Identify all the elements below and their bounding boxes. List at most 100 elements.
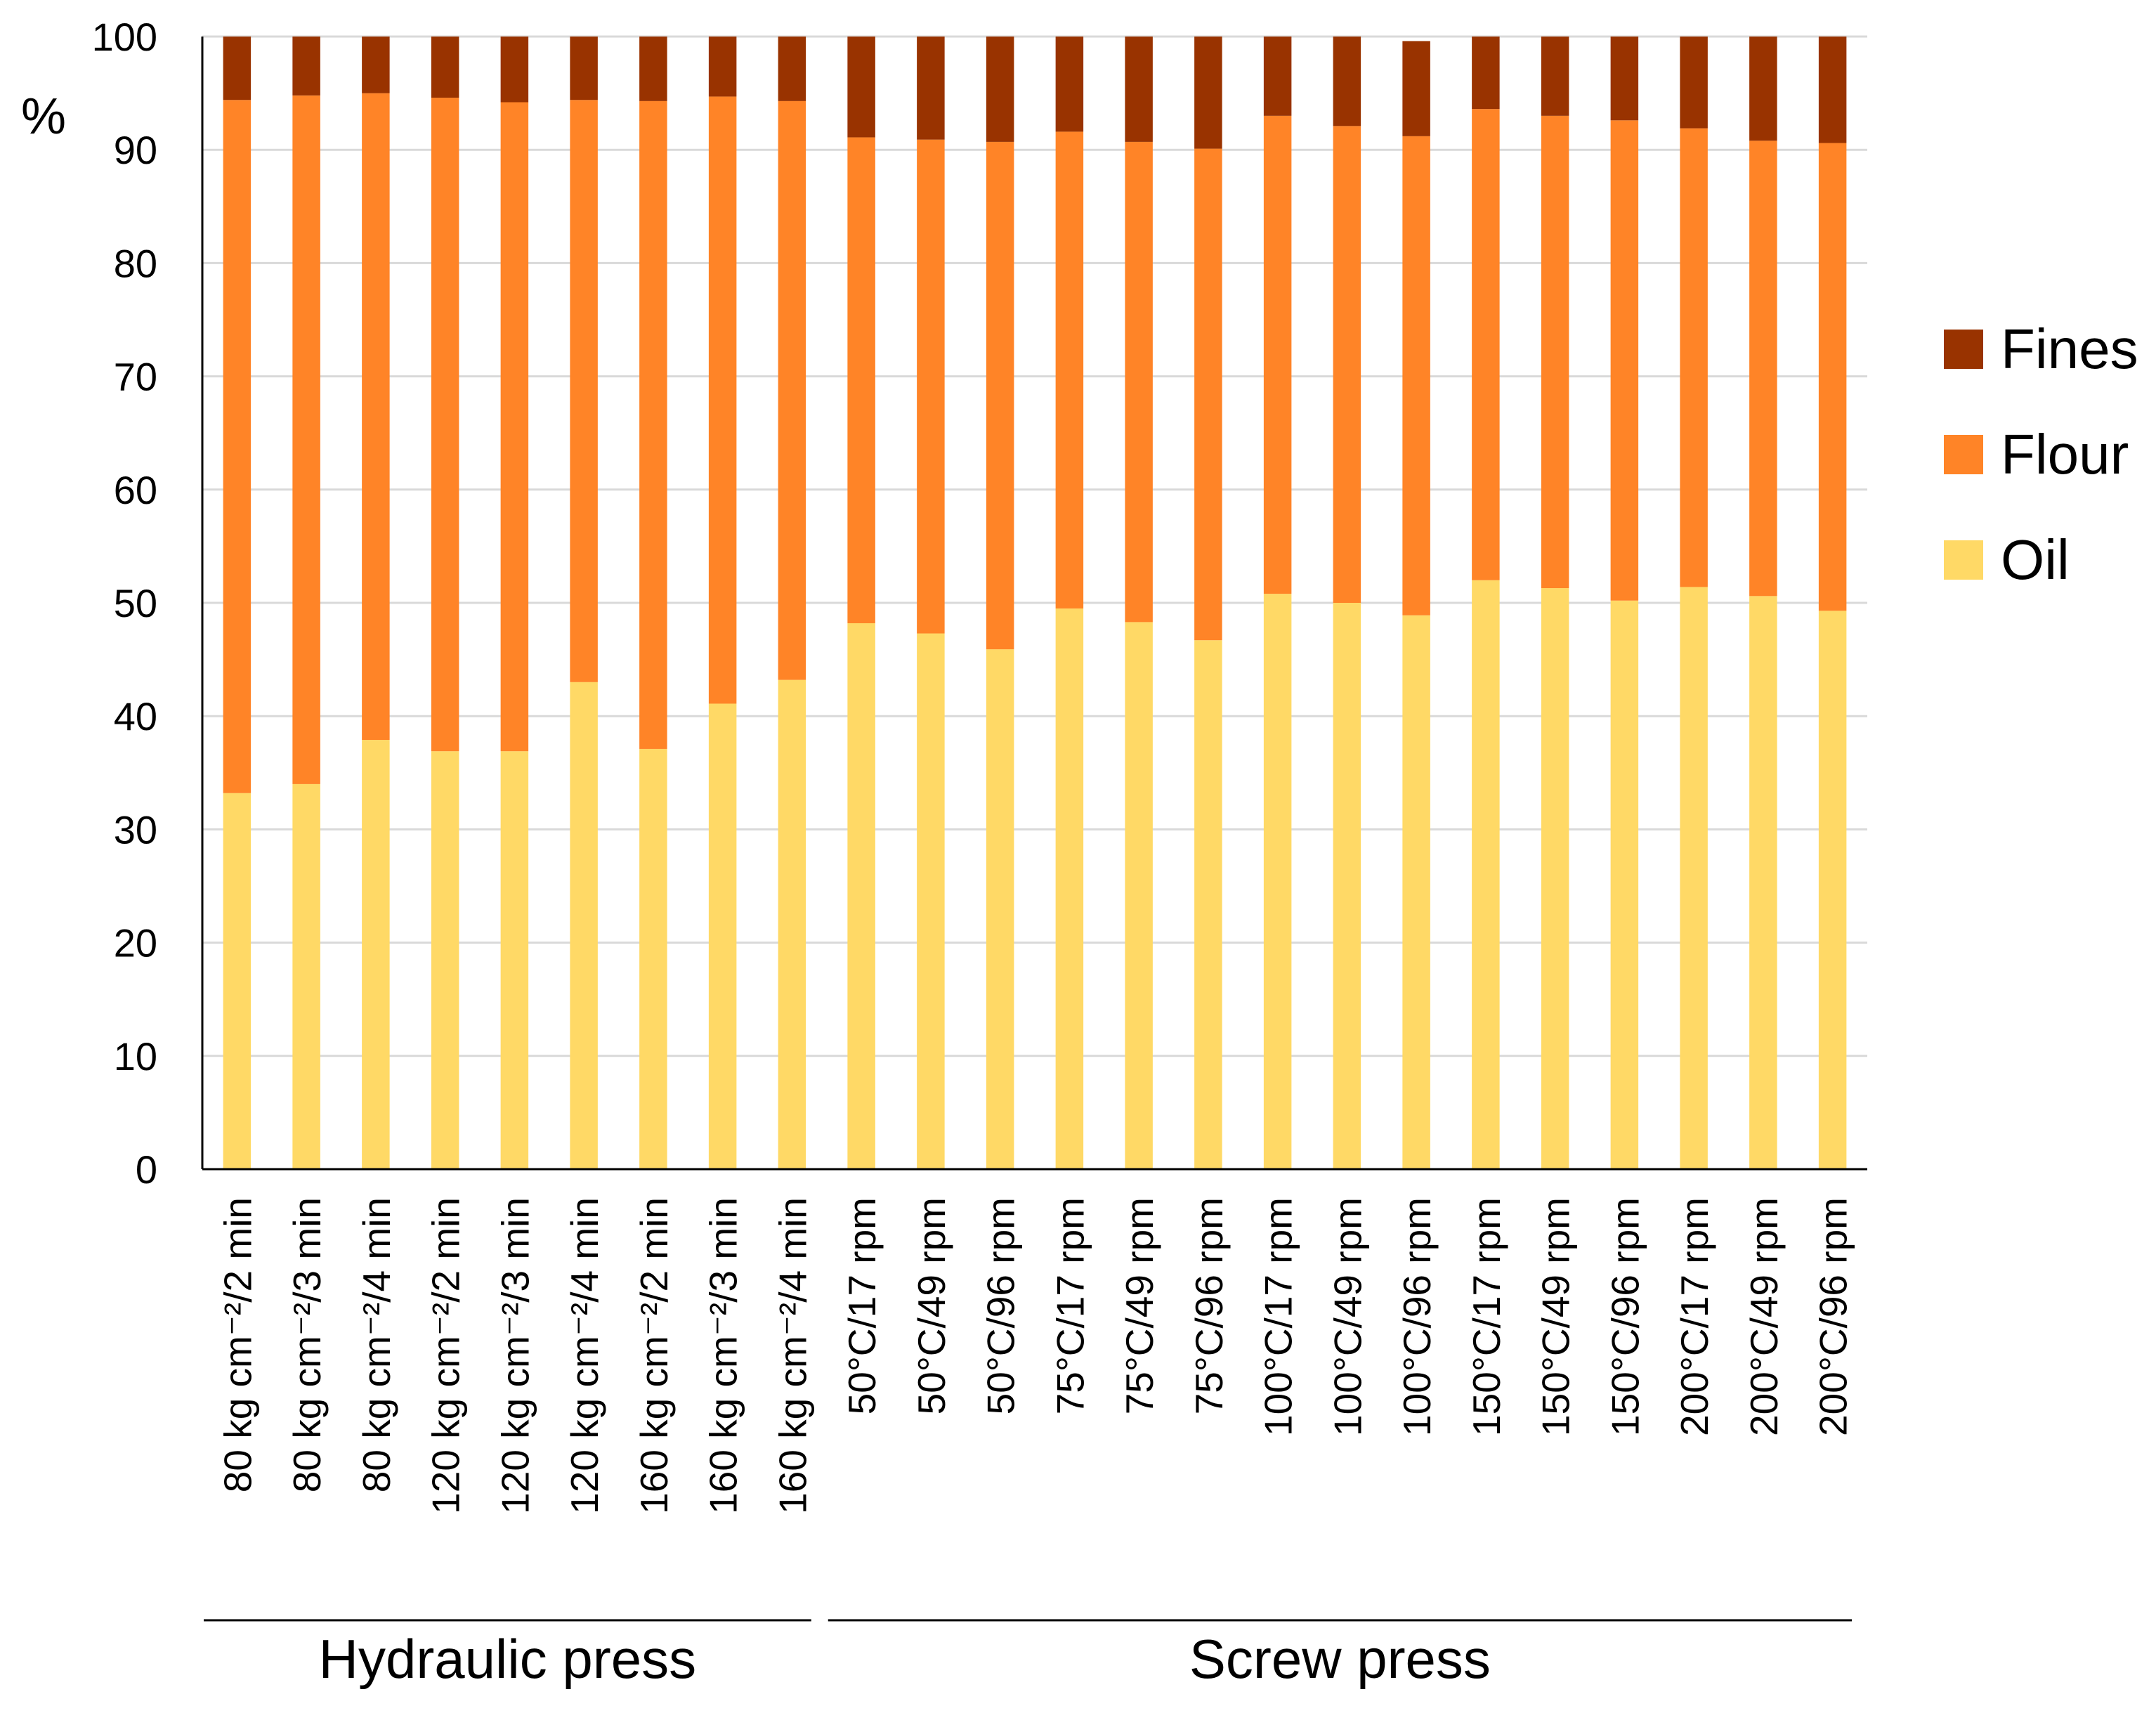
y-tick-label: 50 (114, 581, 157, 625)
bar-segment-flour (223, 100, 251, 793)
bar-segment-oil (1749, 596, 1777, 1169)
bar-segment-oil (1402, 615, 1430, 1169)
bar-segment-fines (1402, 41, 1430, 136)
bar-segment-fines (1541, 37, 1569, 116)
bar-segment-oil (570, 682, 598, 1169)
bar-segment-flour (1818, 143, 1847, 611)
x-tick-label: 100°C/49 rpm (1326, 1197, 1369, 1436)
bar-segment-flour (500, 102, 529, 752)
bar-segment-oil (1194, 640, 1222, 1169)
bar-segment-fines (570, 37, 598, 100)
bar-segment-flour (1055, 131, 1084, 609)
bar-segment-oil (1680, 587, 1708, 1169)
bar-segment-fines (1680, 37, 1708, 129)
bar-segment-fines (431, 37, 459, 98)
x-tick-label: 150°C/96 rpm (1603, 1197, 1647, 1436)
legend-swatch-flour (1944, 435, 1983, 474)
bar-segment-oil (362, 740, 390, 1169)
bar-segment-fines (223, 37, 251, 100)
bar-segment-oil (639, 748, 667, 1169)
bar-segment-oil (1055, 608, 1084, 1169)
bar-segment-flour (1263, 115, 1292, 594)
bar-segment-flour (1125, 141, 1153, 623)
bar-segment-oil (1333, 603, 1361, 1169)
bar-segment-oil (1541, 588, 1569, 1169)
y-tick-label: 90 (114, 128, 157, 172)
y-tick-label: 10 (114, 1034, 157, 1079)
legend-label-flour: Flour (2001, 423, 2129, 486)
x-tick-label: 200°C/49 rpm (1742, 1197, 1786, 1436)
x-tick-label: 50°C/96 rpm (979, 1197, 1023, 1414)
bar-segment-oil (1125, 622, 1153, 1169)
bar-segment-oil (431, 751, 459, 1169)
bar-segment-flour (292, 95, 320, 784)
legend-swatch-oil (1944, 540, 1983, 580)
x-tick-label: 50°C/17 rpm (840, 1197, 884, 1414)
bar-segment-flour (1680, 128, 1708, 587)
bar-segment-fines (1333, 37, 1361, 126)
bar-segment-oil (986, 649, 1014, 1169)
bar-segment-fines (500, 37, 529, 103)
bar-segment-fines (917, 37, 945, 140)
x-tick-label: 200°C/17 rpm (1673, 1197, 1716, 1436)
y-tick-label: 100 (92, 15, 157, 59)
bar-segment-flour (362, 93, 390, 741)
legend-label-oil: Oil (2001, 528, 2070, 591)
bar-segment-flour (639, 100, 667, 749)
y-tick-label: 70 (114, 355, 157, 399)
y-tick-label: 60 (114, 468, 157, 512)
x-tick-label: 75°C/17 rpm (1048, 1197, 1092, 1414)
bar-segment-flour (1333, 126, 1361, 603)
group-label: Hydraulic press (319, 1628, 697, 1690)
x-tick-label: 80 kg cm⁻²/3 min (285, 1197, 329, 1492)
x-tick-label: 75°C/96 rpm (1187, 1197, 1231, 1414)
group-label: Screw press (1189, 1628, 1491, 1690)
bar-segment-flour (708, 96, 737, 704)
bar-segment-fines (1749, 37, 1777, 141)
bar-segment-fines (292, 37, 320, 96)
bar-segment-fines (1818, 37, 1847, 143)
legend-swatch-fines (1944, 330, 1983, 369)
x-tick-label: 160 kg cm⁻²/2 min (632, 1197, 676, 1514)
bar-segment-oil (917, 633, 945, 1169)
x-tick-label: 100°C/96 rpm (1395, 1197, 1439, 1436)
y-tick-label: 80 (114, 241, 157, 285)
y-tick-label: 20 (114, 921, 157, 965)
bar-segment-fines (1194, 37, 1222, 149)
bar-segment-fines (986, 37, 1014, 142)
bar-segment-fines (1055, 37, 1084, 132)
y-tick-label: 30 (114, 807, 157, 852)
bar-segment-fines (708, 37, 737, 97)
bar-segment-flour (986, 141, 1014, 650)
bar-segment-oil (1818, 611, 1847, 1169)
x-tick-label: 120 kg cm⁻²/2 min (424, 1197, 468, 1514)
x-tick-label: 100°C/17 rpm (1257, 1197, 1300, 1436)
x-tick-label: 80 kg cm⁻²/4 min (355, 1197, 398, 1492)
x-tick-label: 150°C/17 rpm (1465, 1197, 1508, 1436)
bar-segment-oil (223, 793, 251, 1169)
x-tick-label: 200°C/96 rpm (1812, 1197, 1855, 1436)
x-tick-label: 120 kg cm⁻²/3 min (493, 1197, 537, 1514)
x-tick-label: 150°C/49 rpm (1534, 1197, 1578, 1436)
bar-segment-flour (431, 98, 459, 752)
bar-segment-fines (362, 37, 390, 93)
x-tick-label: 50°C/49 rpm (910, 1197, 953, 1414)
bar-segment-flour (847, 137, 875, 624)
bar-segment-flour (1610, 120, 1639, 601)
bar-segment-oil (847, 623, 875, 1169)
bar-segment-flour (917, 139, 945, 634)
bar-segment-flour (778, 100, 806, 680)
bar-segment-flour (1194, 148, 1222, 641)
bar-segment-oil (292, 783, 320, 1169)
bar-segment-fines (1610, 37, 1639, 121)
bar-segment-flour (570, 100, 598, 682)
y-tick-label: 0 (136, 1147, 157, 1192)
bar-segment-oil (1472, 580, 1500, 1169)
bar-segment-fines (639, 37, 667, 101)
bar-segment-oil (708, 703, 737, 1169)
legend-label-fines: Fines (2001, 318, 2138, 380)
x-tick-label: 75°C/49 rpm (1118, 1197, 1161, 1414)
bar-segment-fines (847, 37, 875, 138)
